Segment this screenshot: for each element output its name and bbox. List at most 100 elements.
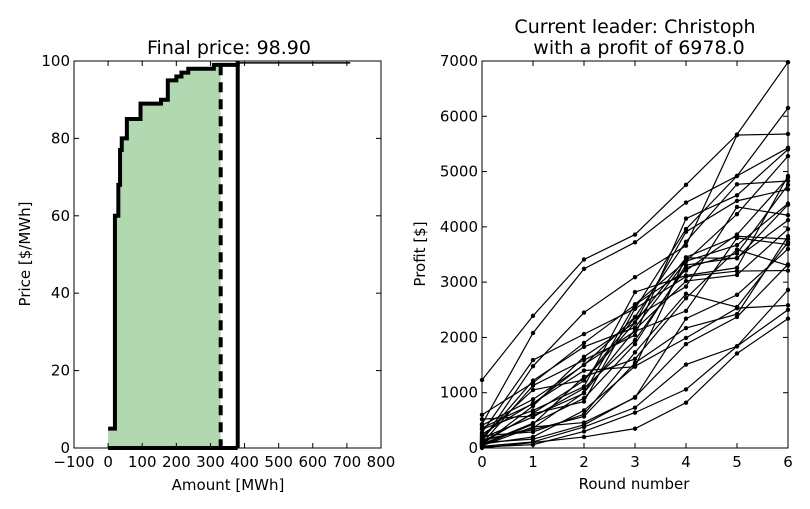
right-y-tick-label: 4000 (440, 218, 478, 236)
left-plot-frame (73, 60, 382, 449)
profit-point (683, 216, 689, 221)
profit-point (632, 350, 638, 355)
profit-point (734, 251, 740, 256)
profit-point (632, 320, 638, 325)
left-axis-ticks: −100 0 100 200 300 400 500 600 700 80002040608010… (41, 52, 395, 471)
profit-point (530, 363, 536, 369)
profit-point (734, 204, 740, 210)
supply-chart: Final price: 98.90 −100 0 100 200 300 400 500 6… (16, 37, 395, 494)
profit-point (734, 351, 740, 356)
left-y-tick-label: 60 (51, 207, 70, 225)
left-x-tick-label: 700 (333, 453, 362, 471)
profit-series-line (481, 107, 789, 425)
profit-point (530, 427, 536, 432)
profit-point (683, 362, 689, 367)
profit-point (632, 405, 638, 410)
profit-point (632, 289, 638, 295)
left-x-tick-label: 0 (103, 453, 113, 471)
profit-point (683, 316, 689, 321)
profit-series (479, 262, 791, 445)
profit-point (530, 440, 536, 445)
profit-point (734, 292, 740, 298)
profit-point (530, 411, 536, 416)
profit-point (632, 363, 638, 369)
profit-point (581, 362, 587, 367)
profit-point (734, 272, 740, 278)
right-x-tick-label: 4 (681, 453, 691, 471)
profit-point (734, 268, 740, 274)
left-x-tick-label: 500 (264, 453, 293, 471)
right-y-tick-label: 2000 (440, 328, 478, 346)
left-x-tick-label: −100 (53, 453, 94, 471)
profit-point (683, 243, 689, 248)
cleared-area-layer (108, 64, 221, 449)
left-x-tick-label: 800 (367, 453, 396, 471)
profit-point (734, 193, 740, 198)
profit-point (581, 344, 587, 350)
profit-point (530, 313, 536, 319)
profit-point (581, 340, 587, 346)
profit-point (632, 274, 638, 280)
right-y-axis-label: Profit [$] (411, 221, 429, 286)
right-y-tick-label: 7000 (440, 52, 478, 70)
left-x-tick-label: 400 (230, 453, 259, 471)
right-x-axis-label: Round number (579, 475, 691, 493)
profit-point (530, 330, 536, 336)
profit-point (683, 341, 689, 347)
profit-series (479, 235, 791, 431)
profit-point (683, 239, 689, 244)
profit-point (683, 200, 689, 205)
profit-point (683, 262, 689, 268)
profit-point (632, 232, 638, 237)
profit-point (683, 258, 689, 264)
right-x-tick-label: 3 (630, 453, 640, 471)
profit-point (632, 394, 638, 400)
profit-series-line (481, 269, 789, 443)
profit-point (530, 387, 536, 393)
left-x-tick-label: 200 (162, 453, 191, 471)
profit-point (683, 400, 689, 405)
right-x-tick-label: 5 (732, 453, 742, 471)
profit-point (632, 410, 638, 415)
profit-point (581, 357, 587, 363)
profit-point (734, 132, 740, 138)
right-chart-title: Current leader: Christoph (514, 16, 755, 38)
profit-point (581, 374, 587, 379)
profit-point (581, 257, 587, 262)
cleared-area (108, 64, 221, 449)
right-axis-ticks: 0 1 2 3 4 5 6 0 1000 2000 3000 4000 5000 6000 7000 (440, 52, 793, 471)
right-y-tick-label: 0 (468, 439, 478, 457)
profit-point (683, 182, 689, 188)
right-y-tick-label: 6000 (440, 107, 478, 125)
profit-point (632, 302, 638, 307)
left-y-axis-label: Price [$/MWh] (16, 202, 34, 307)
left-x-axis-label: Amount [MWh] (172, 476, 285, 494)
profit-point (683, 255, 689, 260)
profit-point (632, 306, 638, 311)
profit-point (581, 331, 587, 337)
profit-point (581, 424, 587, 430)
left-x-tick-label: 600 (298, 453, 327, 471)
profit-point (734, 344, 740, 349)
profit-point (581, 378, 587, 383)
profit-point (581, 390, 587, 395)
profit-point (734, 242, 740, 248)
profit-series (479, 268, 791, 445)
right-y-tick-label: 1000 (440, 384, 478, 402)
profit-point (734, 173, 740, 179)
profit-point (734, 305, 740, 311)
profit-point (581, 408, 587, 413)
right-x-tick-label: 1 (528, 453, 538, 471)
supply-curve-tail (236, 62, 351, 65)
profit-point (734, 247, 740, 252)
left-y-tick-label: 0 (60, 439, 70, 457)
profit-point (632, 315, 638, 320)
left-chart-title: Final price: 98.90 (147, 37, 311, 59)
profit-point (632, 333, 638, 338)
left-y-tick-label: 80 (51, 129, 70, 147)
profit-point (632, 240, 638, 245)
profit-point (530, 380, 536, 385)
profit-point (581, 354, 587, 359)
profit-point (581, 414, 587, 419)
